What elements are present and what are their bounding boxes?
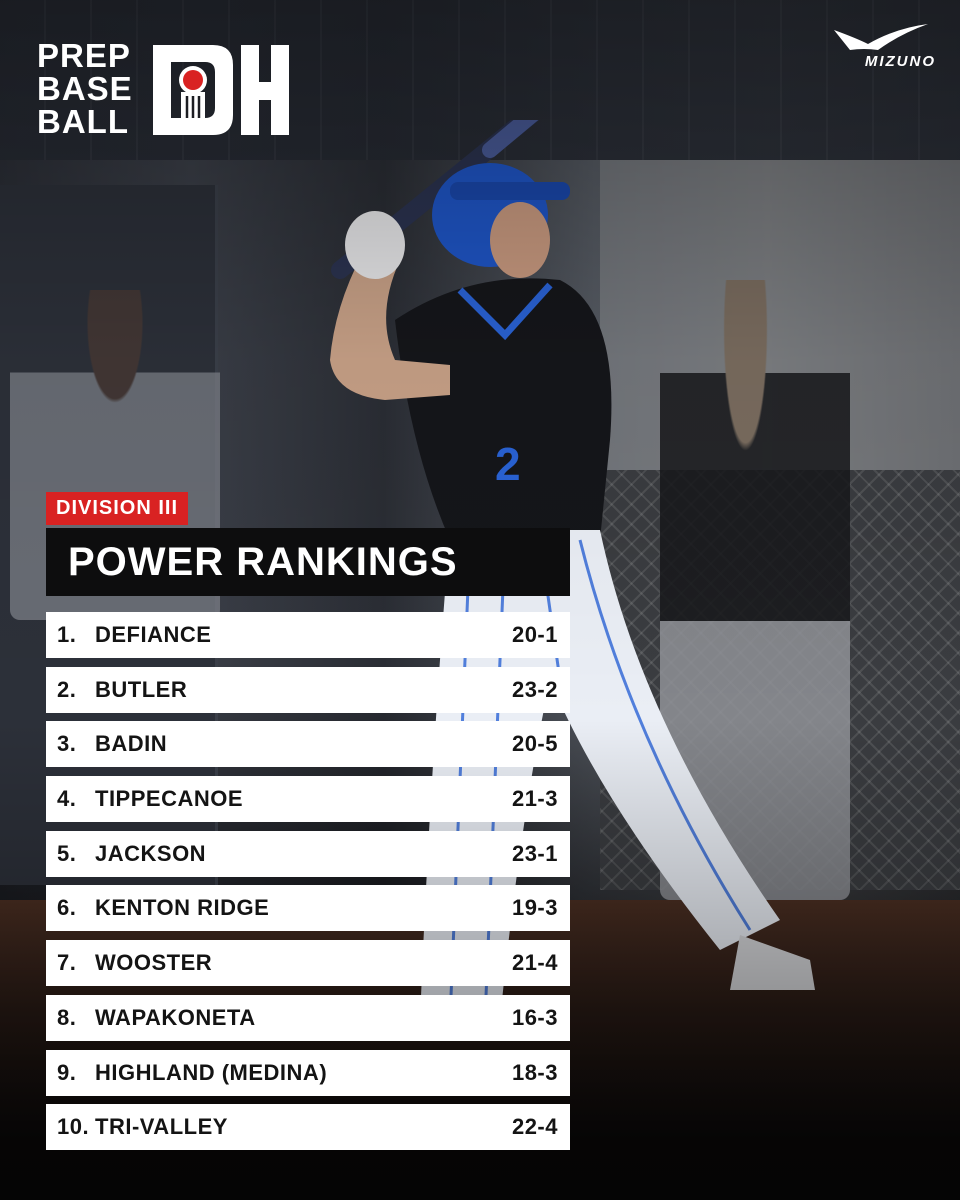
ranking-number: 10.: [57, 1114, 90, 1140]
ranking-row: 3. BADIN 20-5: [46, 721, 570, 768]
ranking-team-name: DEFIANCE: [95, 622, 212, 647]
ranking-team-cell: 7. WOOSTER: [57, 950, 212, 976]
ranking-record: 22-4: [511, 1114, 558, 1140]
ranking-row: 4. TIPPECANOE 21-3: [46, 776, 570, 823]
sponsor-wordmark: MIZUNO: [864, 53, 936, 70]
ranking-team-cell: 8. WAPAKONETA: [57, 1005, 256, 1031]
ranking-record: 23-1: [511, 840, 558, 866]
ranking-team-name: WAPAKONETA: [95, 1004, 256, 1030]
ranking-number: 9.: [57, 1059, 77, 1085]
ranking-row: 7. WOOSTER 21-4: [46, 940, 570, 987]
ranking-row: 8. WAPAKONETA 16-3: [46, 994, 570, 1041]
ranking-number: 8.: [57, 1004, 77, 1030]
ranking-team-cell: 3. BADIN: [57, 731, 167, 757]
logo-line-ball: BALL: [37, 103, 129, 140]
ranking-team-cell: 6. KENTON RIDGE: [57, 895, 269, 921]
ranking-team-name: TIPPECANOE: [95, 786, 244, 812]
ranking-team-name: KENTON RIDGE: [95, 895, 270, 921]
ranking-record: 16-3: [511, 1004, 558, 1030]
ranking-number: 5.: [57, 840, 77, 866]
ranking-row: 10. TRI-VALLEY 22-4: [46, 1104, 570, 1151]
ranking-team-name: BADIN: [95, 731, 168, 757]
prep-baseball-wordmark: PREP BASE BALL: [37, 37, 133, 140]
ranking-row: 9. HIGHLAND (MEDINA) 18-3: [46, 1049, 570, 1096]
ranking-record: 20-5: [511, 731, 558, 757]
mizuno-runbird-icon: [834, 24, 928, 50]
ranking-record: 21-3: [511, 786, 558, 812]
rankings-list: 1. DEFIANCE 20-1 2. BUTLER 23-2 3. BADIN…: [46, 612, 570, 1159]
ranking-record: 19-3: [511, 895, 558, 921]
ranking-team-name: JACKSON: [95, 840, 207, 866]
ranking-team-cell: 10. TRI-VALLEY: [57, 1114, 228, 1140]
ranking-record: 23-2: [511, 676, 558, 702]
division-label: DIVISION III: [46, 492, 189, 525]
prep-baseball-logo: PREP BASE BALL: [37, 37, 293, 140]
ranking-number: 1.: [57, 622, 77, 647]
ranking-team-name: HIGHLAND (MEDINA): [95, 1059, 328, 1085]
ranking-team-name: WOOSTER: [95, 950, 213, 976]
ranking-number: 7.: [57, 950, 77, 976]
logo-line-prep: PREP: [37, 37, 131, 74]
ranking-record: 18-3: [511, 1059, 558, 1085]
ranking-record: 20-1: [511, 622, 558, 647]
ranking-number: 3.: [57, 731, 77, 757]
ranking-record: 21-4: [511, 950, 558, 976]
ranking-number: 6.: [57, 895, 77, 921]
ranking-team-name: TRI-VALLEY: [95, 1114, 228, 1140]
ranking-team-cell: 4. TIPPECANOE: [57, 786, 243, 812]
ranking-team-cell: 5. JACKSON: [57, 841, 206, 867]
ranking-number: 2.: [57, 676, 77, 702]
ranking-number: 4.: [57, 786, 77, 812]
logo-line-base: BASE: [37, 70, 133, 107]
ranking-row: 2. BUTLER 23-2: [46, 666, 570, 713]
ranking-row: 1. DEFIANCE 20-1: [46, 612, 570, 658]
ranking-row: 6. KENTON RIDGE 19-3: [46, 885, 570, 932]
ranking-team-name: BUTLER: [95, 676, 188, 702]
ranking-team-cell: 1. DEFIANCE: [57, 622, 211, 648]
ranking-team-cell: 2. BUTLER: [57, 677, 187, 703]
ranking-team-cell: 9. HIGHLAND (MEDINA): [57, 1060, 327, 1086]
oh-state-mark-icon: [152, 45, 289, 135]
page-title: POWER RANKINGS: [46, 528, 570, 596]
ranking-row: 5. JACKSON 23-1: [46, 830, 570, 877]
